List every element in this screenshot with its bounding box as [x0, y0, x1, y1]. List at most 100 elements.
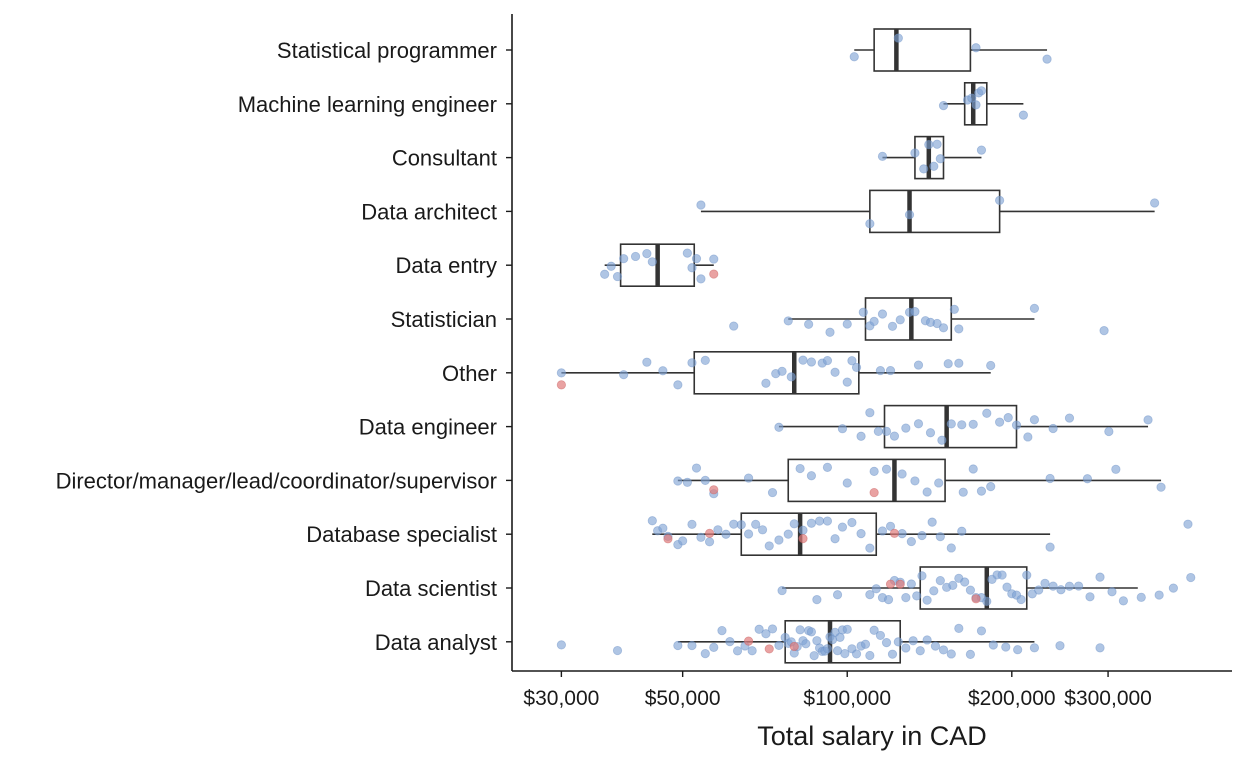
data-point-data-engineer: [1029, 415, 1040, 425]
data-point-data-architect: [865, 219, 875, 229]
data-point-director-manager-lead-coordinator-supervisor: [1111, 464, 1121, 474]
data-point-director-manager-lead-coordinator-supervisor: [842, 478, 852, 488]
data-point-database-specialist: [774, 535, 784, 545]
y-tick-label-consultant: Consultant: [392, 146, 497, 171]
data-point-data-engineer: [901, 423, 911, 433]
data-point-other: [875, 365, 886, 376]
data-point-data-analyst: [908, 636, 918, 646]
data-point-director-manager-lead-coordinator-supervisor: [976, 486, 987, 496]
data-point-database-specialist: [721, 529, 731, 539]
data-point-data-engineer: [968, 419, 978, 429]
data-point-data-scientist: [1118, 596, 1128, 606]
data-point-database-specialist: [837, 522, 848, 532]
data-point-data-analyst: [709, 642, 719, 652]
highlight-point-director-manager-lead-coordinator-supervisor: [709, 485, 719, 495]
data-point-director-manager-lead-coordinator-supervisor: [1156, 482, 1166, 492]
data-point-database-specialist: [957, 526, 967, 536]
data-point-director-manager-lead-coordinator-supervisor: [1082, 474, 1093, 484]
data-point-consultant: [976, 145, 987, 155]
data-point-data-engineer: [774, 422, 784, 432]
data-point-data-scientist: [883, 595, 894, 605]
data-point-database-specialist: [798, 525, 808, 535]
iqr-box: [787, 458, 946, 503]
data-point-data-engineer: [937, 435, 947, 445]
y-tick-label-director-manager-lead-coordinator-supervisor: Director/manager/lead/coordinator/superv…: [56, 468, 497, 493]
data-point-database-specialist: [687, 519, 697, 529]
data-point-data-entry: [630, 251, 641, 262]
data-point-other: [761, 378, 771, 388]
data-point-data-engineer: [995, 417, 1005, 427]
data-point-database-specialist: [1045, 542, 1055, 552]
data-point-data-scientist: [1107, 587, 1117, 597]
data-point-data-analyst: [725, 637, 735, 647]
highlight-point-database-specialist: [704, 528, 715, 538]
data-point-data-analyst: [860, 639, 871, 649]
data-point-data-entry: [647, 257, 657, 267]
data-point-data-entry: [696, 274, 706, 284]
data-point-statistical-programmer: [849, 52, 859, 62]
iqr-box: [963, 82, 988, 126]
y-tick-label-data-scientist: Data scientist: [365, 576, 497, 601]
data-point-database-specialist: [658, 523, 668, 533]
data-point-data-scientist: [1016, 594, 1026, 605]
data-point-other: [806, 357, 817, 367]
data-point-database-specialist: [678, 536, 688, 546]
data-point-data-engineer: [925, 428, 936, 438]
data-point-data-analyst: [976, 626, 987, 636]
data-point-database-specialist: [917, 530, 927, 541]
data-point-data-entry: [687, 263, 697, 273]
data-point-database-specialist: [647, 516, 657, 526]
data-point-director-manager-lead-coordinator-supervisor: [673, 476, 683, 486]
data-point-database-specialist: [830, 534, 840, 544]
iqr-box: [864, 297, 953, 341]
highlight-point-database-specialist: [663, 534, 673, 544]
data-point-machine-learning-engineer: [1018, 110, 1028, 120]
data-point-data-analyst: [875, 630, 886, 641]
data-point-database-specialist: [757, 525, 768, 535]
x-tick-label: $200,000: [968, 687, 1056, 710]
data-point-statistical-programmer: [971, 43, 981, 53]
data-point-other: [986, 360, 996, 371]
data-point-data-scientist: [901, 592, 911, 603]
data-point-data-entry: [642, 249, 652, 259]
data-point-data-analyst: [700, 648, 710, 659]
data-point-data-scientist: [982, 596, 992, 606]
data-point-database-specialist: [856, 529, 866, 539]
data-point-statistician: [895, 315, 905, 325]
highlight-point-data-entry: [709, 269, 719, 279]
data-point-data-scientist: [832, 590, 843, 600]
data-point-director-manager-lead-coordinator-supervisor: [743, 473, 754, 483]
data-point-other: [885, 365, 896, 376]
data-point-data-scientist: [777, 585, 787, 596]
data-point-machine-learning-engineer: [967, 93, 977, 103]
y-tick-label-other: Other: [442, 361, 497, 386]
box-statistician: [788, 297, 1035, 341]
data-point-other: [673, 380, 683, 390]
data-point-data-analyst: [612, 645, 623, 656]
box-statistical-programmer: [854, 28, 1048, 72]
data-point-data-engineer: [946, 419, 956, 429]
x-tick-label: $30,000: [523, 687, 599, 710]
data-point-data-analyst: [988, 640, 998, 650]
data-point-machine-learning-engineer: [938, 101, 949, 111]
data-point-data-architect: [904, 210, 915, 220]
data-point-other: [786, 372, 796, 382]
data-point-data-analyst: [922, 635, 932, 645]
data-point-data-scientist: [1154, 590, 1164, 600]
data-point-database-specialist: [814, 516, 825, 526]
data-point-statistician: [954, 324, 964, 334]
iqr-box: [919, 566, 1028, 610]
iqr-box: [693, 350, 860, 395]
data-point-data-analyst: [767, 624, 778, 634]
data-point-director-manager-lead-coordinator-supervisor: [986, 482, 996, 492]
data-point-data-analyst: [1029, 643, 1040, 653]
data-point-data-engineer: [957, 420, 967, 430]
data-point-data-entry: [612, 271, 623, 282]
data-point-database-specialist: [704, 537, 715, 547]
data-point-statistician: [932, 318, 942, 329]
data-point-database-specialist: [729, 519, 739, 529]
data-point-data-architect: [995, 195, 1005, 205]
data-point-database-specialist: [751, 519, 761, 529]
data-point-data-scientist: [917, 571, 927, 581]
highlight-point-database-specialist: [798, 533, 808, 544]
